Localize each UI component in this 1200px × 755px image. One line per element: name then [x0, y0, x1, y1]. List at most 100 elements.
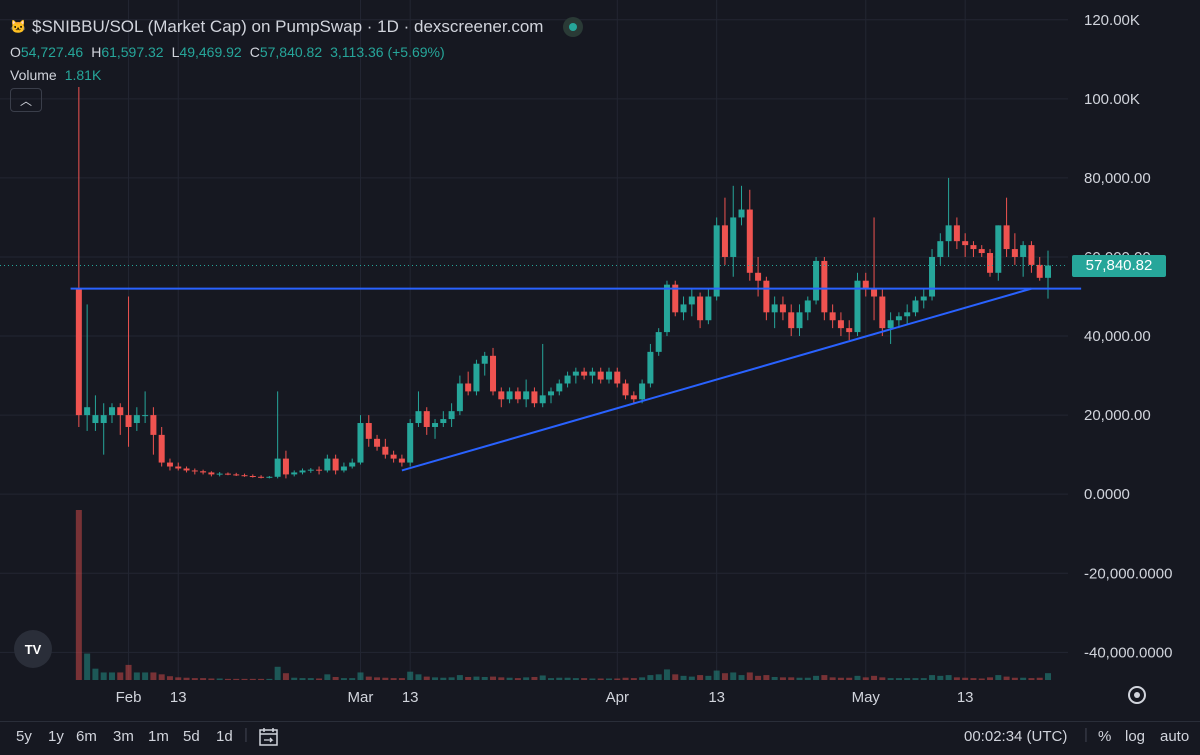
low-label: L — [171, 44, 180, 60]
candlestick-chart[interactable]: 120.00K100.00K80,000.0060,000.0040,000.0… — [0, 0, 1200, 722]
range-button-5y[interactable]: 5y — [16, 728, 32, 745]
percent-scale-button[interactable]: % — [1098, 728, 1112, 745]
candle-body — [158, 434, 165, 463]
candle-body — [473, 363, 480, 392]
candle-body — [995, 225, 1002, 273]
candle-body — [133, 415, 140, 424]
range-button-6m[interactable]: 6m — [76, 728, 97, 745]
volume-bar — [316, 678, 323, 680]
y-tick-label: 0.0000 — [1084, 486, 1130, 503]
candle-body — [639, 383, 646, 400]
volume-bar — [680, 675, 687, 680]
change-value: 3,113.36 (+5.69%) — [330, 44, 445, 60]
volume-bar — [904, 678, 911, 680]
volume-bar — [1020, 677, 1027, 680]
volume-bar — [829, 677, 836, 680]
candle-body — [539, 395, 546, 404]
range-button-3m[interactable]: 3m — [113, 728, 134, 745]
volume-bar — [763, 675, 770, 680]
volume-bar — [332, 676, 339, 680]
y-tick-label: 20,000.00 — [1084, 407, 1151, 424]
tradingview-logo-icon[interactable]: TV — [14, 630, 52, 668]
y-tick-label: 80,000.00 — [1084, 170, 1151, 187]
volume-bar — [473, 676, 480, 680]
volume-bar — [721, 673, 728, 680]
volume-bar — [142, 672, 149, 680]
volume-bar — [282, 673, 289, 680]
candle-body — [763, 280, 770, 313]
volume-bar — [490, 676, 497, 680]
chart-settings-icon[interactable] — [1128, 686, 1146, 704]
candle-body — [75, 288, 82, 416]
range-button-1d[interactable]: 1d — [216, 728, 233, 745]
high-value: 61,597.32 — [101, 44, 164, 60]
volume-bar — [1036, 677, 1043, 680]
candle-body — [125, 415, 132, 427]
ohlc-readout: O54,727.46 H61,597.32 L49,469.92 C57,840… — [10, 44, 445, 60]
candle-body — [357, 423, 364, 463]
y-tick-label: 100.00K — [1084, 91, 1140, 108]
volume-bar — [407, 671, 414, 680]
volume-bar — [1028, 678, 1035, 680]
candle-body — [779, 304, 786, 313]
candle-body — [150, 415, 157, 435]
candle-body — [523, 391, 530, 400]
candle-body — [398, 458, 405, 463]
volume-bar — [340, 678, 347, 680]
volume-bar — [556, 677, 563, 680]
candle-body — [1011, 249, 1018, 257]
range-button-5d[interactable]: 5d — [183, 728, 200, 745]
open-value: 54,727.46 — [20, 44, 84, 60]
volume-readout: Volume 1.81K — [10, 67, 101, 83]
log-scale-button[interactable]: log — [1125, 728, 1146, 745]
volume-bar — [887, 678, 894, 680]
range-button-1m[interactable]: 1m — [148, 728, 169, 745]
volume-bar — [432, 677, 439, 680]
auto-scale-button[interactable]: auto — [1160, 728, 1190, 745]
candle-body — [200, 471, 207, 473]
x-tick-label: Mar — [348, 689, 374, 706]
volume-bar — [647, 675, 654, 680]
volume-bar — [125, 664, 132, 680]
volume-bar — [978, 678, 985, 680]
candle-body — [837, 320, 844, 329]
volume-bar — [299, 678, 306, 680]
candle-body — [415, 411, 422, 424]
candle-body — [241, 475, 248, 477]
utc-clock[interactable]: 00:02:34 (UTC) — [964, 728, 1068, 745]
volume-bar — [498, 677, 505, 680]
candle-body — [879, 296, 886, 329]
volume-bar — [796, 677, 803, 680]
volume-bar — [854, 675, 861, 680]
x-tick-label: 13 — [402, 689, 419, 706]
volume-bar — [929, 675, 936, 680]
volume-bar — [117, 672, 124, 680]
volume-bar — [630, 678, 637, 680]
candle-body — [506, 391, 513, 400]
volume-bar — [448, 677, 455, 680]
collapse-legend-button[interactable]: ︿ — [10, 88, 42, 112]
volume-bar — [746, 672, 753, 680]
range-button-1y[interactable]: 1y — [48, 728, 64, 745]
candle-body — [274, 458, 281, 477]
volume-bar — [755, 675, 762, 680]
candle-body — [663, 284, 670, 333]
candle-body — [854, 280, 861, 333]
candle-body — [572, 371, 579, 376]
candle-body — [282, 458, 289, 475]
volume-bar — [548, 678, 554, 680]
calendar-icon[interactable] — [258, 726, 280, 752]
candle-body — [788, 312, 795, 329]
candle-body — [142, 415, 149, 417]
candle-body — [490, 355, 497, 392]
candle-body — [730, 217, 737, 257]
high-label: H — [91, 44, 102, 60]
live-status-icon — [563, 17, 584, 37]
candle-body — [813, 260, 820, 301]
candle-body — [738, 209, 745, 218]
candle-body — [614, 371, 621, 384]
volume-bar — [506, 677, 513, 680]
volume-bar — [788, 677, 795, 680]
volume-bar — [208, 678, 215, 680]
